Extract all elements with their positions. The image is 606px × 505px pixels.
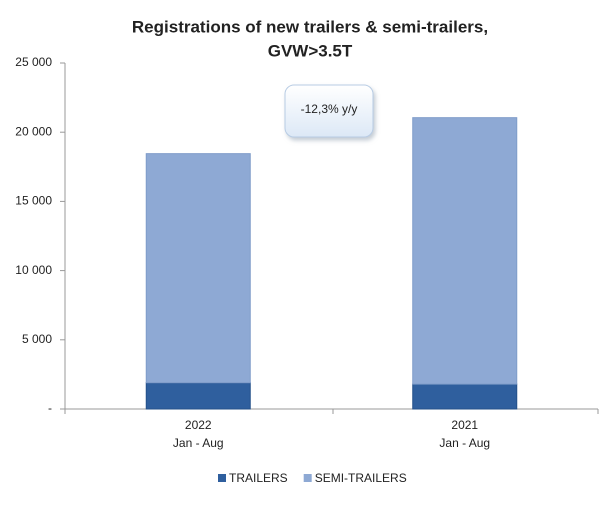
bar-segment: [145, 153, 251, 384]
legend-label: SEMI-TRAILERS: [315, 471, 407, 485]
bar-segment: [145, 382, 251, 410]
y-tick-label: 15 000: [15, 194, 52, 208]
x-tick-label: 2021: [451, 418, 478, 432]
bar-segment: [412, 117, 518, 385]
bar-segment: [412, 383, 518, 410]
x-tick-label: Jan - Aug: [439, 436, 490, 450]
y-tick-label: 10 000: [15, 263, 52, 277]
legend-swatch: [303, 474, 312, 482]
x-tick-label: Jan - Aug: [173, 436, 224, 450]
legend-label: TRAILERS: [229, 471, 288, 485]
y-tick-label: 25 000: [15, 55, 52, 69]
y-tick-label: 5 000: [22, 332, 52, 346]
chart-title: GVW>3.5T: [268, 41, 353, 60]
annotation-box: [284, 84, 374, 138]
x-tick-label: 2022: [185, 418, 212, 432]
legend-swatch: [218, 474, 226, 482]
y-tick-label: -: [48, 401, 52, 415]
y-tick-label: 20 000: [15, 124, 52, 138]
chart-title: Registrations of new trailers & semi-tra…: [132, 17, 488, 36]
annotation: -12,3% y/y: [301, 102, 358, 116]
